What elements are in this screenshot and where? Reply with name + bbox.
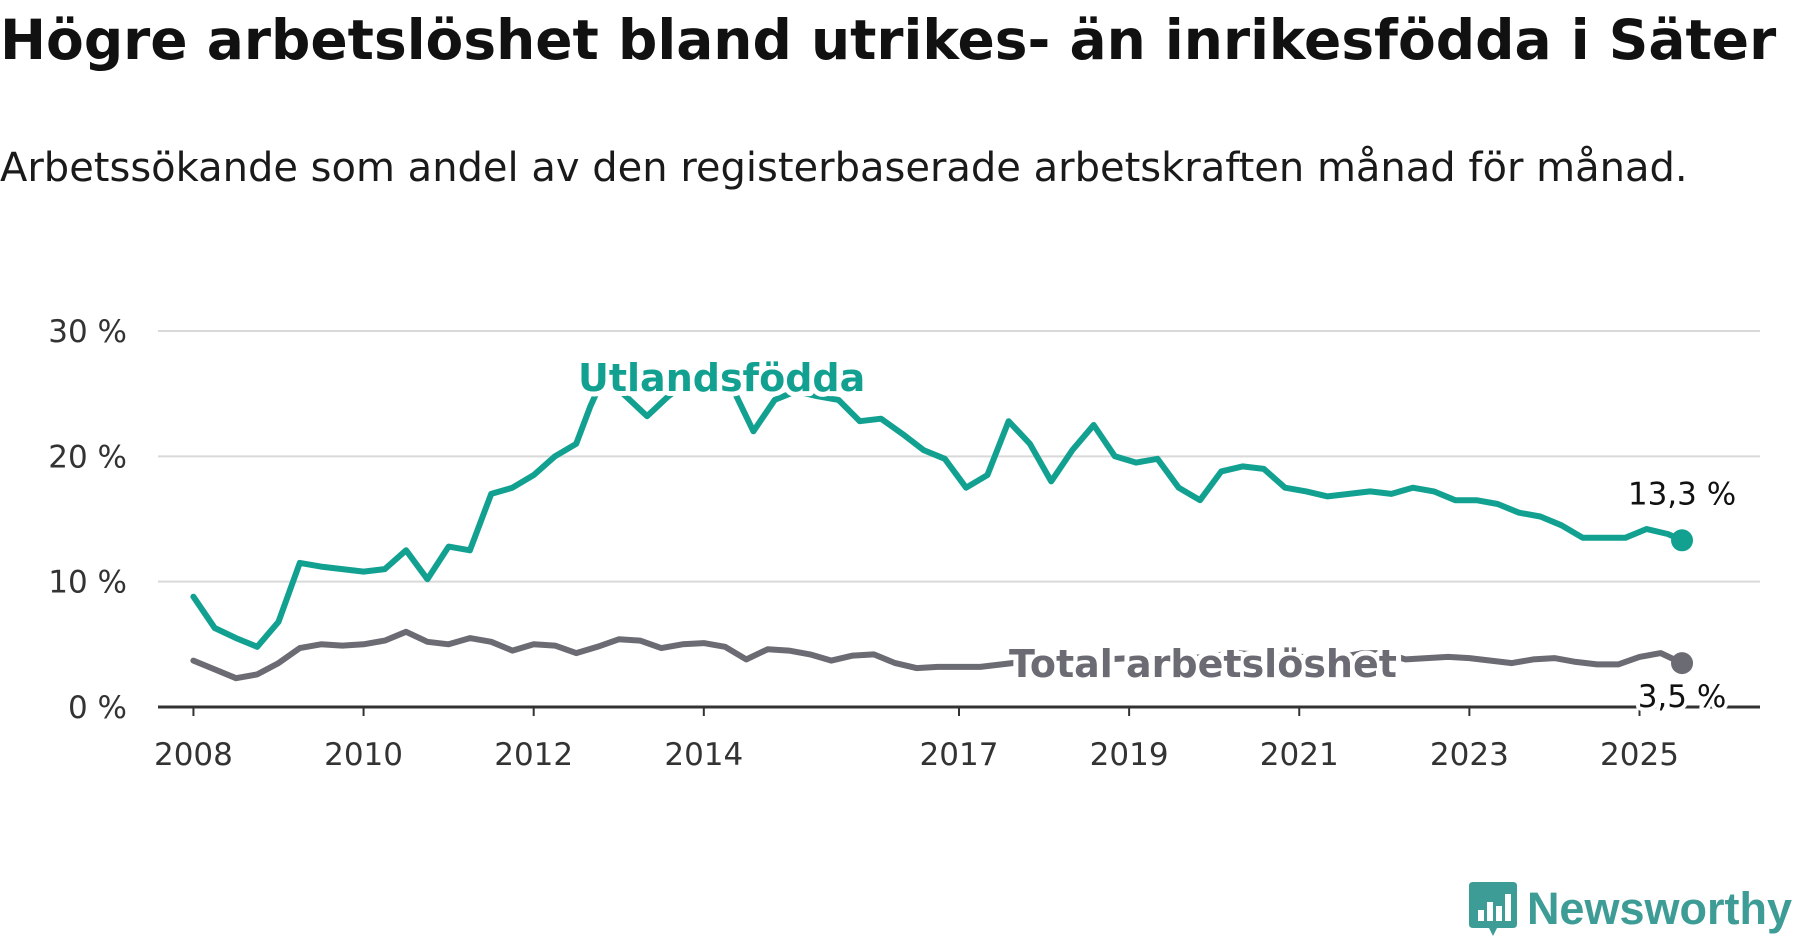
chart-title: Högre arbetslöshet bland utrikes- än inr… xyxy=(0,8,1777,72)
x-tick-label: 2019 xyxy=(1090,737,1169,773)
series-lines xyxy=(190,371,1694,682)
series-line-total xyxy=(190,628,1685,682)
series-label-utlandsfodda: Utlandsfödda xyxy=(578,356,865,400)
series-label-halo: Total arbetslöshet xyxy=(1009,642,1397,686)
x-tick-label: 2014 xyxy=(664,737,743,773)
newsworthy-bar-chart-icon xyxy=(1468,882,1517,936)
end-point-total xyxy=(1671,652,1694,675)
x-tick-label: 2023 xyxy=(1430,737,1509,773)
y-axis-tick-labels: 0 % 10 % 20 % 30 % xyxy=(48,314,127,726)
y-tick-label: 20 % xyxy=(48,439,127,475)
x-axis-tick-labels: 2008 2010 2012 2014 2017 2019 2021 2023 2025 xyxy=(154,707,1679,773)
y-tick-label: 0 % xyxy=(68,690,127,726)
x-tick-label: 2017 xyxy=(920,737,999,773)
x-tick-label: 2012 xyxy=(494,737,573,773)
end-value-total: 3,5 % xyxy=(1638,679,1727,715)
series-line-utlandsfodda xyxy=(190,371,1685,650)
y-tick-label: 10 % xyxy=(48,565,127,601)
x-tick-label: 2008 xyxy=(154,737,233,773)
x-tick-label: 2021 xyxy=(1260,737,1339,773)
x-tick-label: 2010 xyxy=(324,737,403,773)
end-value-halo: 13,3 % xyxy=(1628,476,1736,512)
x-tick-label: 2025 xyxy=(1600,737,1679,773)
chart-subtitle: Arbetssökande som andel av den registerb… xyxy=(0,145,1688,191)
y-tick-label: 30 % xyxy=(48,314,127,350)
end-value-utlandsfodda: 13,3 % xyxy=(1628,476,1736,512)
logo-text: Newsworthy xyxy=(1526,883,1792,934)
end-value-halo: 3,5 % xyxy=(1638,679,1727,715)
newsworthy-logo: Newsworthy xyxy=(1467,880,1792,938)
gridlines xyxy=(158,330,1760,709)
series-label-total: Total arbetslöshet xyxy=(1009,642,1397,686)
end-point-utlandsfodda xyxy=(1671,529,1694,552)
series-label-halo: Utlandsfödda xyxy=(578,356,865,400)
